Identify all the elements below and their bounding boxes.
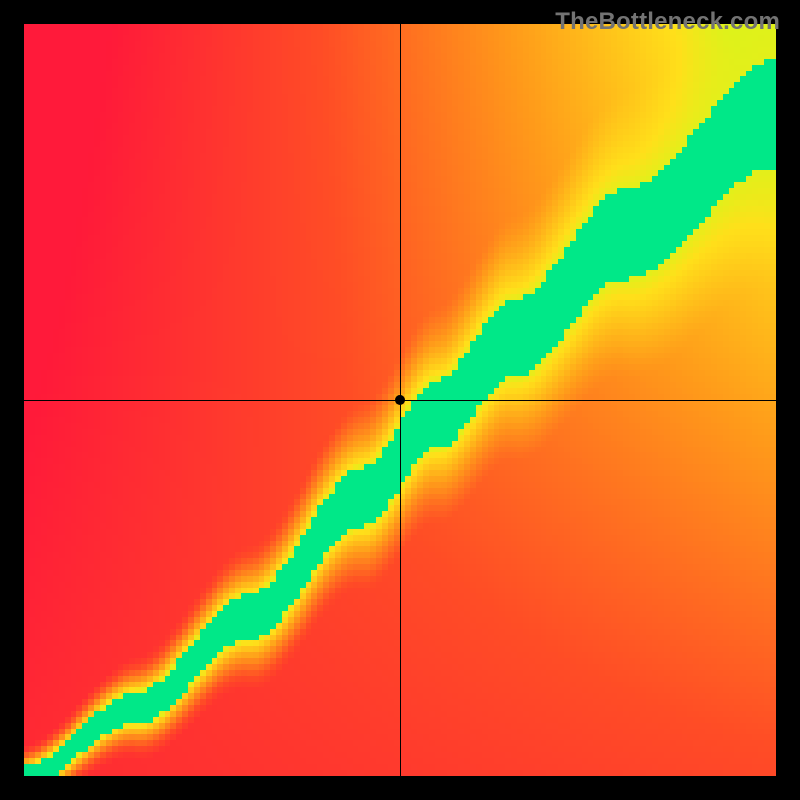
chart-container: TheBottleneck.com <box>0 0 800 800</box>
watermark-text: TheBottleneck.com <box>555 8 780 36</box>
bottleneck-heatmap <box>0 0 800 800</box>
